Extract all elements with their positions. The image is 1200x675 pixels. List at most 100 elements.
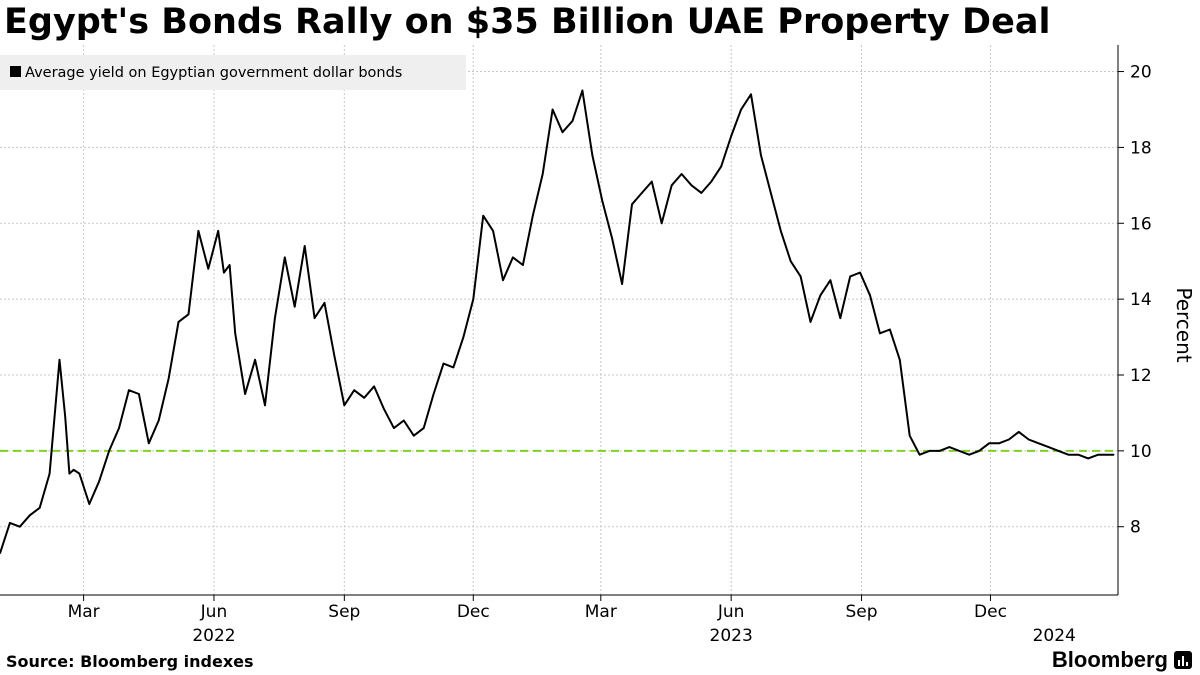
- data-point: [38, 507, 41, 509]
- bloomberg-logo: Bloomberg: [1052, 647, 1192, 673]
- data-point: [958, 450, 961, 452]
- data-point: [353, 389, 356, 392]
- data-point: [720, 165, 722, 168]
- data-point: [1112, 453, 1115, 456]
- x-tick-label: Dec: [974, 602, 1007, 622]
- data-point: [849, 275, 851, 278]
- data-point: [710, 180, 713, 183]
- y-tick-label: 8: [1130, 518, 1141, 538]
- data-point: [274, 317, 276, 319]
- bloomberg-chart-icon: [1174, 651, 1192, 669]
- data-point: [889, 328, 891, 331]
- data-point: [869, 294, 871, 297]
- data-point: [422, 427, 425, 429]
- data-point: [244, 393, 246, 395]
- data-point: [551, 108, 554, 111]
- data-point: [740, 108, 742, 111]
- legend-label: Average yield on Egyptian government dol…: [25, 65, 402, 81]
- data-point: [223, 271, 225, 274]
- data-point: [899, 359, 901, 361]
- x-tick-label: Dec: [457, 602, 490, 622]
- y-tick-label: 18: [1130, 138, 1152, 158]
- data-point: [29, 514, 31, 517]
- data-point: [72, 469, 75, 471]
- x-tick-label: Mar: [68, 602, 100, 622]
- y-tick-label: 16: [1130, 214, 1152, 234]
- data-point: [343, 404, 346, 407]
- x-year-label: 2022: [192, 626, 235, 646]
- data-point: [631, 203, 633, 206]
- data-point: [789, 260, 792, 263]
- y-axis-label: Percent: [1172, 287, 1196, 362]
- data-point: [108, 450, 110, 452]
- data-point: [750, 93, 752, 96]
- data-point: [908, 434, 911, 437]
- data-point: [264, 404, 266, 407]
- data-point: [1107, 453, 1109, 456]
- data-point: [641, 192, 643, 194]
- data-point: [393, 427, 395, 429]
- data-point: [1047, 446, 1050, 448]
- data-point: [522, 264, 524, 266]
- data-point: [839, 317, 842, 319]
- data-point: [19, 525, 21, 528]
- y-tick-label: 10: [1130, 442, 1152, 462]
- data-point: [1018, 431, 1020, 433]
- brand-name: Bloomberg: [1051, 647, 1168, 672]
- data-point: [138, 393, 140, 395]
- data-point: [799, 275, 802, 278]
- data-point: [809, 321, 812, 323]
- data-point: [859, 271, 861, 274]
- data-point: [68, 472, 71, 475]
- data-point: [197, 230, 200, 232]
- data-point: [403, 419, 405, 422]
- data-point: [1097, 453, 1099, 456]
- data-point: [293, 305, 296, 308]
- data-point: [541, 173, 544, 175]
- data-point: [532, 214, 534, 217]
- y-tick-label: 14: [1130, 290, 1152, 310]
- data-point: [1077, 453, 1080, 456]
- axes: 8 10 12 14 16 18 20 Mar Jun Sep Dec Mar Jun Sep Dec 202…: [0, 45, 1152, 646]
- data-point: [217, 230, 219, 232]
- data-point: [452, 366, 455, 369]
- data-point: [829, 279, 832, 282]
- data-point: [1087, 457, 1089, 460]
- data-point: [462, 336, 465, 338]
- data-point: [601, 199, 603, 202]
- data-point: [700, 192, 703, 194]
- data-point: [502, 279, 504, 282]
- data-point: [167, 378, 170, 380]
- data-point: [413, 434, 415, 437]
- data-point: [118, 427, 120, 429]
- x-year-label: 2023: [710, 626, 753, 646]
- y-tick-label: 20: [1130, 63, 1152, 83]
- data-point: [1027, 438, 1030, 441]
- data-point: [660, 222, 663, 225]
- data-point: [78, 472, 81, 475]
- data-point: [482, 214, 485, 217]
- data-point: [1037, 442, 1040, 445]
- data-point: [1067, 453, 1070, 456]
- data-point: [591, 154, 594, 156]
- data-point: [581, 89, 584, 92]
- data-point: [432, 393, 435, 395]
- legend-swatch: [10, 66, 21, 77]
- data-point: [561, 131, 564, 133]
- data-point: [323, 302, 326, 304]
- data-point: [284, 256, 286, 259]
- data-point: [313, 317, 316, 319]
- data-point: [770, 192, 772, 194]
- data-point: [442, 362, 445, 365]
- data-point: [879, 332, 881, 335]
- data-point: [234, 332, 236, 335]
- data-point: [621, 283, 623, 285]
- data-point: [690, 184, 693, 187]
- data-point: [1008, 438, 1010, 441]
- x-tick-label: Sep: [846, 602, 878, 622]
- data-point: [611, 237, 613, 240]
- x-tick-label: Jun: [717, 602, 745, 622]
- data-point: [207, 268, 210, 270]
- data-point: [938, 450, 941, 452]
